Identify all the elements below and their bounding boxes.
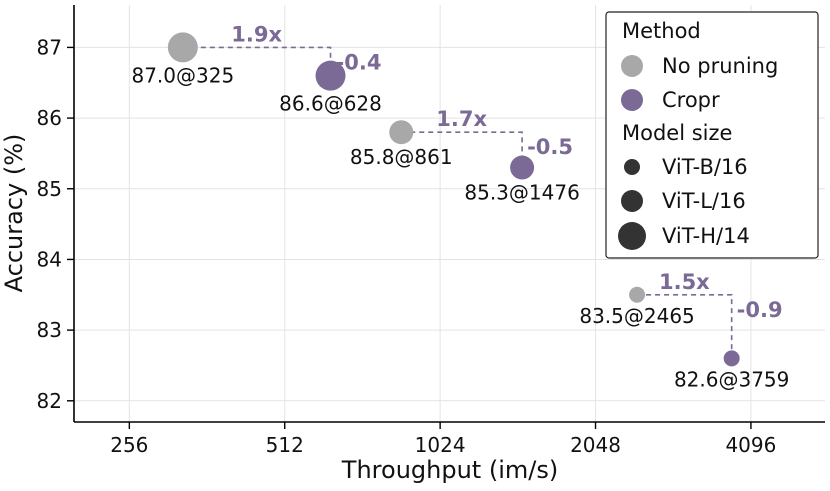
y-tick-label-87: 87 (37, 35, 62, 59)
y-tick-label-83: 83 (37, 318, 62, 342)
legend-marker-no-pruning (621, 55, 643, 77)
legend-marker-vit-h14 (618, 222, 646, 250)
point-cropr-vit-l-16 (510, 155, 535, 180)
ticks: 256 512 1024 2048 4096 82 83 84 85 86 87 (37, 35, 777, 457)
legend-marker-vit-l16 (621, 190, 643, 212)
legend-method-title: Method (622, 19, 701, 43)
legend-marker-cropr (621, 89, 643, 111)
legend-marker-vit-b16 (624, 159, 640, 175)
x-tick-label-4096: 4096 (725, 433, 776, 457)
legend-label-cropr: Cropr (662, 88, 720, 112)
legend-label-vit-h14: ViT-H/14 (662, 224, 750, 248)
legend: Method No pruning Cropr Model size ViT-B… (605, 11, 819, 259)
y-axis-title: Accuracy (%) (0, 134, 28, 293)
point-label-cropr-vit-h-14: 86.6@628 (279, 92, 382, 116)
accuracy-delta-label-2: -0.5 (527, 135, 573, 159)
accuracy-delta-label-3: -0.9 (737, 298, 783, 322)
y-tick-label-86: 86 (37, 106, 62, 130)
point-no-pruning-vit-l-16 (389, 120, 414, 145)
legend-size-title: Model size (622, 121, 732, 145)
axes (73, 5, 825, 423)
legend-label-vit-b16: ViT-B/16 (662, 155, 748, 179)
speedup-label-2: 1.7x (436, 107, 487, 131)
point-label-cropr-vit-l-16: 85.3@1476 (464, 181, 579, 205)
data-points (167, 32, 740, 367)
point-label-no-pruning-vit-h-14: 87.0@325 (131, 63, 234, 87)
y-tick-label-85: 85 (37, 177, 62, 201)
legend-box (605, 11, 819, 259)
x-tick-label-256: 256 (110, 433, 148, 457)
speedup-label-1: 1.9x (231, 22, 282, 46)
legend-label-vit-l16: ViT-L/16 (662, 189, 746, 213)
x-tick-label-2048: 2048 (570, 433, 621, 457)
speedup-connector-3 (637, 293, 733, 359)
legend-label-no-pruning: No pruning (662, 54, 778, 78)
point-no-pruning-vit-b-16 (629, 286, 646, 303)
x-tick-label-512: 512 (266, 433, 304, 457)
point-cropr-vit-b-16 (723, 350, 740, 367)
point-no-pruning-vit-h-14 (167, 32, 198, 63)
x-axis-title: Throughput (im/s) (341, 456, 558, 484)
point-label-no-pruning-vit-b-16: 83.5@2465 (579, 304, 694, 328)
point-cropr-vit-h-14 (315, 60, 346, 91)
annotations: 1.9x-0.41.7x-0.51.5x-0.9 (182, 22, 783, 359)
speedup-label-3: 1.5x (659, 270, 710, 294)
x-tick-label-1024: 1024 (415, 433, 466, 457)
point-label-cropr-vit-b-16: 82.6@3759 (674, 367, 789, 391)
y-tick-label-84: 84 (37, 247, 62, 271)
point-labels: 87.0@325 85.8@861 83.5@2465 86.6@628 85.3@14… (131, 63, 789, 391)
point-label-no-pruning-vit-l-16: 85.8@861 (350, 145, 453, 169)
y-tick-label-82: 82 (37, 389, 62, 413)
